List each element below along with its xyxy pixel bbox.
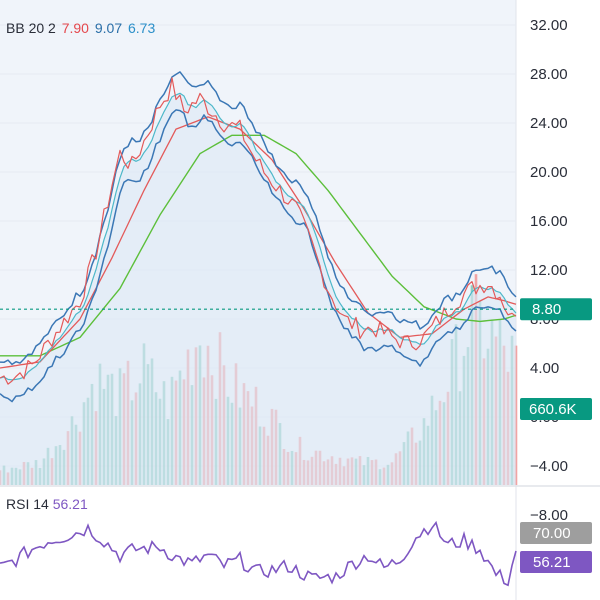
bb-legend-lower: 6.73: [128, 20, 156, 36]
rsi-line: [0, 520, 517, 587]
y-tick-label: 20.00: [530, 164, 568, 181]
y-tick-label: 4.00: [530, 360, 559, 377]
rsi-value-label: 56.21: [533, 554, 571, 571]
bb-lower-line: [0, 109, 517, 403]
price-area-fill: [0, 93, 516, 486]
volume-tag-label: 660.6K: [529, 401, 577, 418]
y-tick-label: 24.00: [530, 115, 568, 132]
rsi-legend-value: 56.21: [52, 496, 88, 512]
y-tick-label: 12.00: [530, 262, 568, 279]
price-lines: [0, 71, 517, 403]
price-tag: 8.80: [520, 298, 592, 321]
y-tick-label: 28.00: [530, 66, 568, 83]
rsi-legend[interactable]: RSI 14 56.21: [6, 496, 88, 512]
bb-basis-line: [0, 77, 517, 385]
rsi-value-tag: 56.21: [520, 551, 592, 573]
bb-legend-basis: 7.90: [61, 20, 89, 36]
rsi-legend-name: RSI 14: [6, 496, 49, 512]
rsi-level-tag: 70.00: [520, 522, 592, 544]
bb-legend-name: BB 20 2: [6, 20, 56, 36]
volume-tag: 660.6K: [520, 398, 592, 420]
bb-legend[interactable]: BB 20 2 7.90 9.07 6.73: [6, 20, 157, 36]
y-tick-label: −4.00: [530, 458, 568, 475]
rsi-series: [0, 520, 517, 587]
bb-legend-upper: 9.07: [94, 20, 123, 36]
y-axis-ticks: 32.0028.0024.0020.0016.0012.008.004.000.…: [530, 17, 568, 524]
ma-long-line: [0, 134, 517, 357]
price-area: [0, 93, 516, 486]
y-tick-label: −8.00: [530, 507, 568, 524]
y-tick-label: 32.00: [530, 17, 568, 34]
y-tick-label: 16.00: [530, 213, 568, 230]
ma-mid-line: [0, 116, 517, 369]
rsi-pane-background: [0, 485, 516, 600]
rsi-level-label: 70.00: [533, 525, 571, 542]
sma-short-line: [0, 92, 517, 381]
price-tag-label: 8.80: [532, 301, 561, 318]
